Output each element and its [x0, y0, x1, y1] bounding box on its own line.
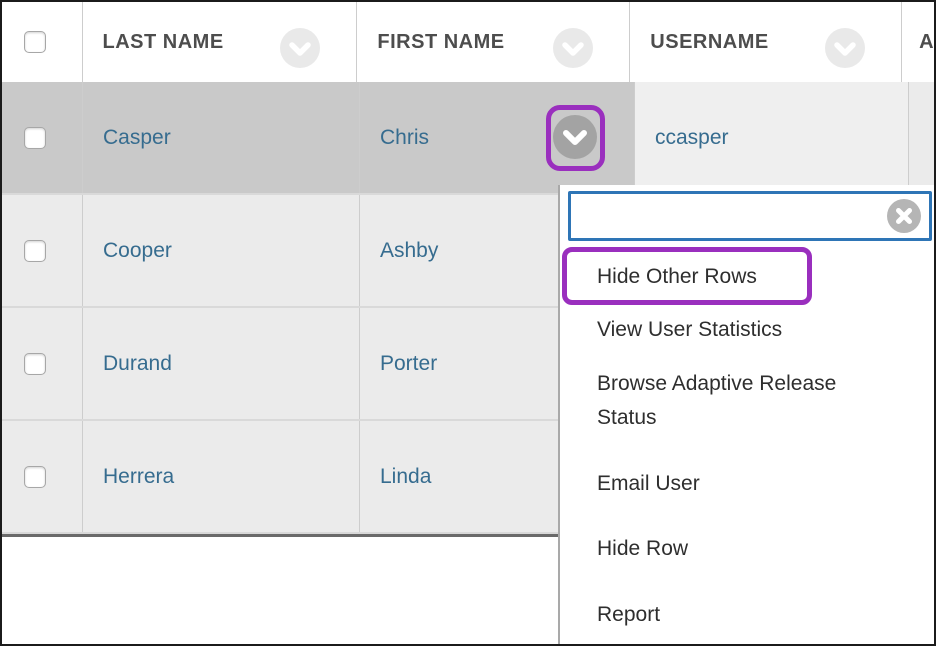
- first-name-text[interactable]: Ashby: [380, 238, 439, 262]
- menu-item-hide-row[interactable]: Hide Row: [597, 537, 689, 560]
- row-context-menu-chevron-icon[interactable]: [553, 115, 597, 159]
- last-name-text[interactable]: Durand: [103, 351, 172, 375]
- chevron-down-icon[interactable]: [553, 28, 594, 68]
- first-name-text[interactable]: Porter: [380, 351, 438, 375]
- row-select-cell: [2, 308, 83, 419]
- row-select-cell: [2, 421, 83, 532]
- cell-first-name[interactable]: Chris: [360, 82, 635, 193]
- chevron-down-icon[interactable]: [825, 28, 866, 68]
- column-label-last-name: LAST NAME: [102, 30, 224, 53]
- menu-search-input[interactable]: [571, 194, 929, 238]
- chevron-down-icon[interactable]: [280, 28, 321, 68]
- cell-last-name[interactable]: Casper: [83, 82, 360, 193]
- header-cell-last-name: LAST NAME: [82, 2, 358, 82]
- menu-item-report[interactable]: Report: [597, 603, 661, 626]
- select-all-checkbox[interactable]: [24, 31, 46, 53]
- header-cell-clipped: A: [902, 2, 934, 82]
- column-label-clipped: A: [919, 30, 934, 53]
- column-label-first-name: FIRST NAME: [377, 30, 505, 53]
- context-menu-list: Hide Other Rows View User Statistics Bro…: [560, 185, 934, 644]
- row-checkbox[interactable]: [24, 239, 46, 262]
- cell-last-name[interactable]: Durand: [83, 308, 360, 419]
- row-select-cell: [2, 195, 83, 306]
- first-name-text[interactable]: Linda: [380, 464, 432, 488]
- menu-item-hide-other-rows[interactable]: Hide Other Rows: [597, 265, 757, 288]
- last-name-text[interactable]: Casper: [103, 125, 171, 149]
- table-header-row: LAST NAME FIRST NAME USERNAME: [2, 2, 934, 82]
- cell-last-name[interactable]: Cooper: [83, 195, 360, 306]
- column-label-username: USERNAME: [650, 30, 769, 53]
- row-checkbox[interactable]: [24, 465, 46, 488]
- table-bottom-border: [2, 534, 934, 537]
- menu-item-browse-adaptive-release-status[interactable]: Browse Adaptive Release Status: [597, 372, 837, 429]
- clear-search-button[interactable]: [887, 199, 921, 233]
- last-name-text[interactable]: Herrera: [103, 464, 175, 488]
- row-checkbox[interactable]: [24, 352, 46, 375]
- username-text[interactable]: ccasper: [655, 125, 729, 149]
- cell-last-name[interactable]: Herrera: [83, 421, 360, 532]
- row-select-cell: [2, 82, 83, 193]
- cell-clipped: [909, 82, 934, 193]
- first-name-text[interactable]: Chris: [380, 125, 430, 149]
- close-icon: [887, 199, 921, 233]
- cell-username[interactable]: ccasper: [635, 82, 909, 193]
- last-name-text[interactable]: Cooper: [103, 238, 172, 262]
- context-menu-panel: Hide Other Rows View User Statistics Bro…: [558, 185, 934, 644]
- header-cell-first-name: FIRST NAME: [357, 2, 631, 82]
- menu-search-box: [568, 191, 932, 241]
- header-cell-select-all: [2, 2, 83, 82]
- menu-item-email-user[interactable]: Email User: [597, 472, 700, 495]
- row-checkbox[interactable]: [24, 126, 46, 149]
- header-cell-username: USERNAME: [630, 2, 903, 82]
- menu-item-view-user-statistics[interactable]: View User Statistics: [597, 318, 783, 341]
- table-row: Casper Chris ccasper: [2, 82, 934, 195]
